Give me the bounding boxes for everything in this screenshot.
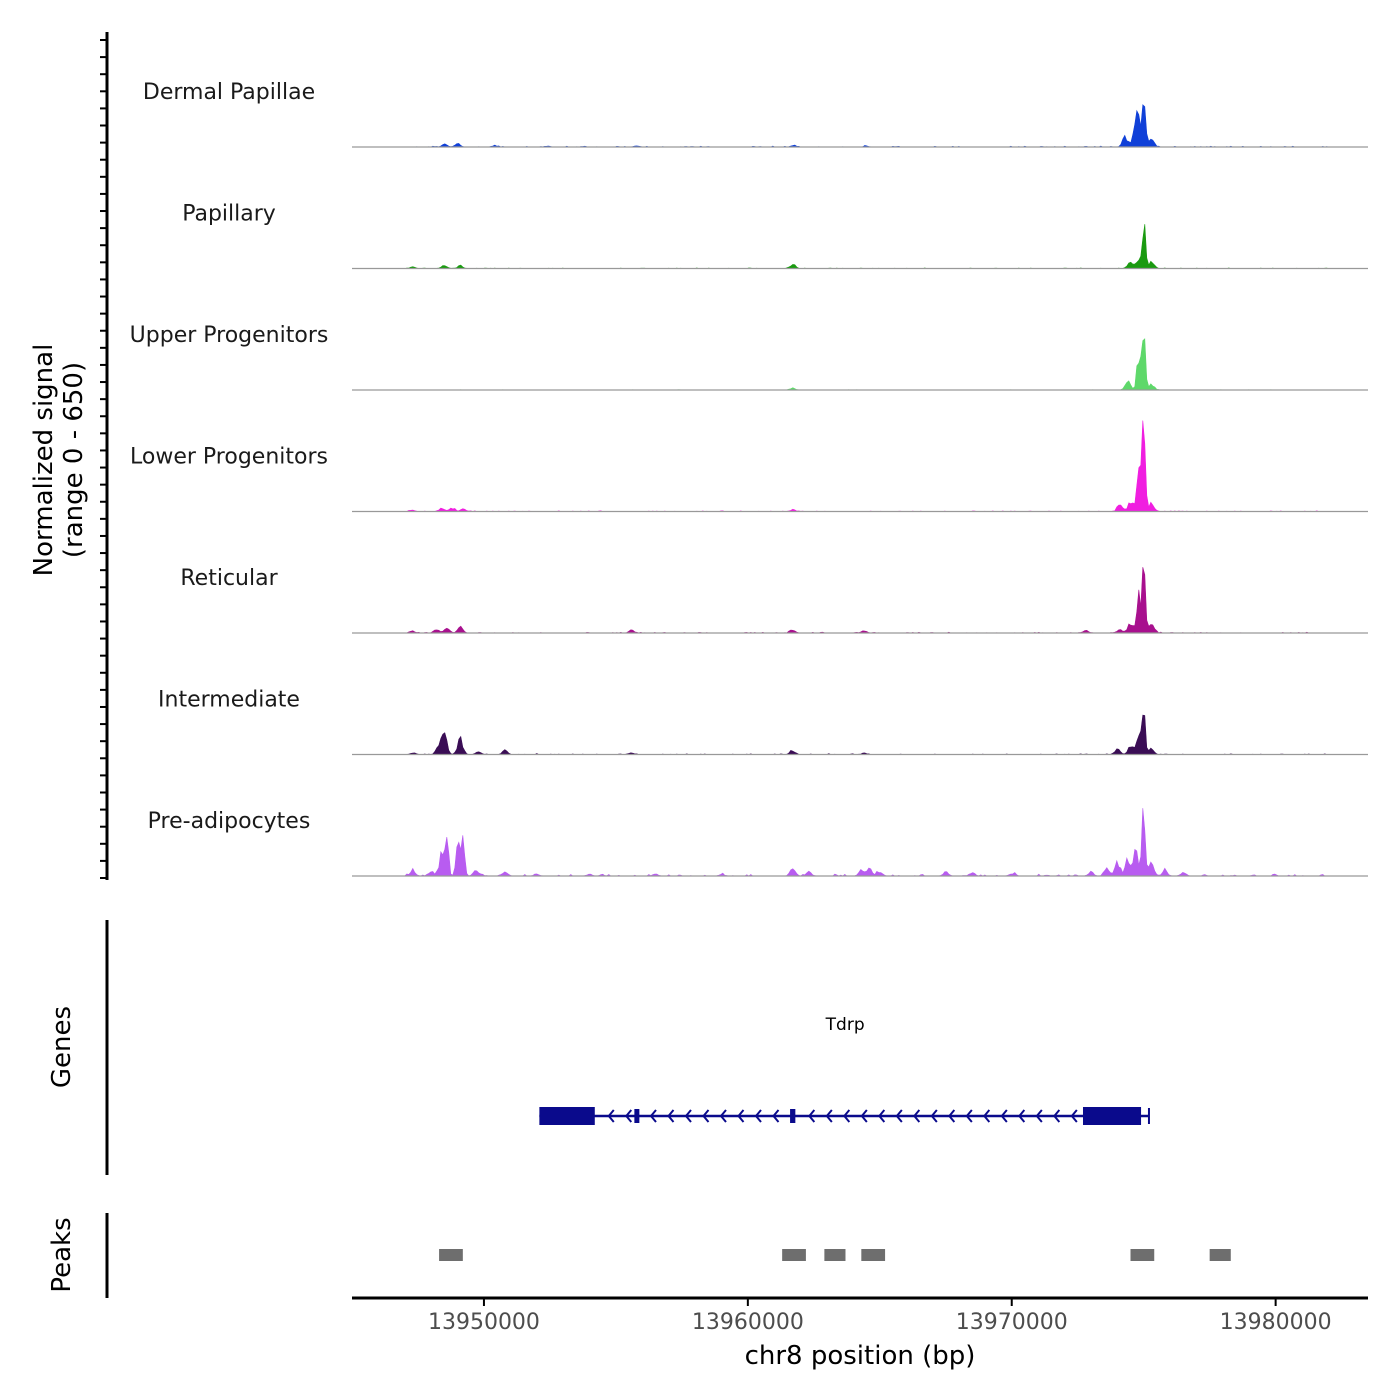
- track-label: Upper Progenitors: [130, 323, 329, 348]
- x-axis-label: chr8 position (bp): [745, 1341, 976, 1371]
- track-label: Pre-adipocytes: [148, 809, 311, 834]
- signal-area: [404, 338, 1329, 391]
- gene-exon: [634, 1109, 640, 1123]
- x-axis: 13950000 13960000 13970000 13980000: [352, 1296, 1368, 1335]
- signal-area: [404, 420, 1329, 512]
- strand-arrow: [1018, 1109, 1026, 1123]
- strand-arrow: [607, 1109, 615, 1123]
- strand-arrow: [825, 1109, 833, 1123]
- strand-arrow: [1070, 1109, 1078, 1123]
- peak-region: [1130, 1249, 1155, 1261]
- strand-arrow: [895, 1109, 903, 1123]
- track-reticular: Reticular: [180, 566, 1368, 634]
- strand-arrow: [860, 1109, 868, 1123]
- strand-arrow: [624, 1109, 633, 1123]
- y-axis-label-line2: (range 0 - 650): [59, 362, 89, 558]
- strand-arrow: [1053, 1109, 1061, 1123]
- gene-tdrp: Tdrp: [539, 1015, 1150, 1125]
- gene-exon: [1082, 1107, 1142, 1125]
- track-intermediate: Intermediate: [158, 688, 1368, 756]
- track-label: Lower Progenitors: [130, 445, 328, 470]
- track-dermal-papillae: Dermal Papillae: [143, 80, 1368, 148]
- genes-track-label: Genes: [47, 1006, 77, 1088]
- track-label: Reticular: [180, 566, 278, 591]
- x-axis-tick-label: 13980000: [1220, 1310, 1332, 1335]
- peak-region: [824, 1249, 846, 1261]
- strand-arrow: [948, 1109, 956, 1123]
- strand-arrow: [737, 1109, 745, 1123]
- strand-arrow: [983, 1109, 991, 1123]
- strand-arrow: [808, 1109, 816, 1123]
- strand-arrow: [719, 1109, 727, 1123]
- signal-area: [404, 567, 1329, 634]
- track-upper-progenitors: Upper Progenitors: [130, 323, 1368, 391]
- track-lower-progenitors: Lower Progenitors: [130, 420, 1368, 513]
- x-axis-tick-label: 13960000: [692, 1310, 804, 1335]
- strand-arrow: [649, 1109, 657, 1123]
- signal-y-axis: [100, 32, 109, 880]
- peak-region: [439, 1249, 463, 1261]
- strand-arrow: [1000, 1109, 1008, 1123]
- strand-arrow: [930, 1109, 938, 1123]
- gene-exon: [539, 1107, 595, 1125]
- peaks-track-label: Peaks: [47, 1217, 77, 1292]
- strand-arrow: [702, 1109, 710, 1123]
- strand-arrow: [684, 1109, 692, 1123]
- peak-region: [782, 1249, 806, 1261]
- track-papillary: Papillary: [182, 202, 1368, 270]
- strand-arrow: [965, 1109, 973, 1123]
- signal-area: [404, 808, 1329, 877]
- track-label: Dermal Papillae: [143, 80, 315, 105]
- peak-region: [1209, 1249, 1231, 1261]
- track-label: Papillary: [182, 202, 276, 227]
- strand-arrow: [1035, 1109, 1043, 1123]
- strand-arrow: [754, 1109, 762, 1123]
- signal-area: [404, 224, 1329, 269]
- peak-region: [861, 1249, 886, 1261]
- track-pre-adipocytes: Pre-adipocytes: [148, 808, 1368, 877]
- strand-arrow: [772, 1109, 780, 1123]
- strand-arrow: [843, 1109, 851, 1123]
- signal-area: [404, 714, 1329, 755]
- strand-arrow: [913, 1109, 921, 1123]
- x-axis-tick-label: 13950000: [428, 1310, 540, 1335]
- gene-name-label: Tdrp: [825, 1015, 865, 1035]
- genes-track: Tdrp: [539, 1015, 1150, 1125]
- y-axis-label-line1: Normalized signal: [29, 344, 59, 577]
- track-label: Intermediate: [158, 688, 300, 713]
- strand-arrow: [667, 1109, 675, 1123]
- strand-arrow: [878, 1109, 886, 1123]
- peaks-track: [439, 1249, 1231, 1261]
- signal-area: [404, 104, 1329, 148]
- gene-exon: [790, 1109, 796, 1123]
- signal-tracks: Dermal Papillae Papillary Upper Progenitor…: [130, 80, 1368, 877]
- x-axis-tick-label: 13970000: [956, 1310, 1068, 1335]
